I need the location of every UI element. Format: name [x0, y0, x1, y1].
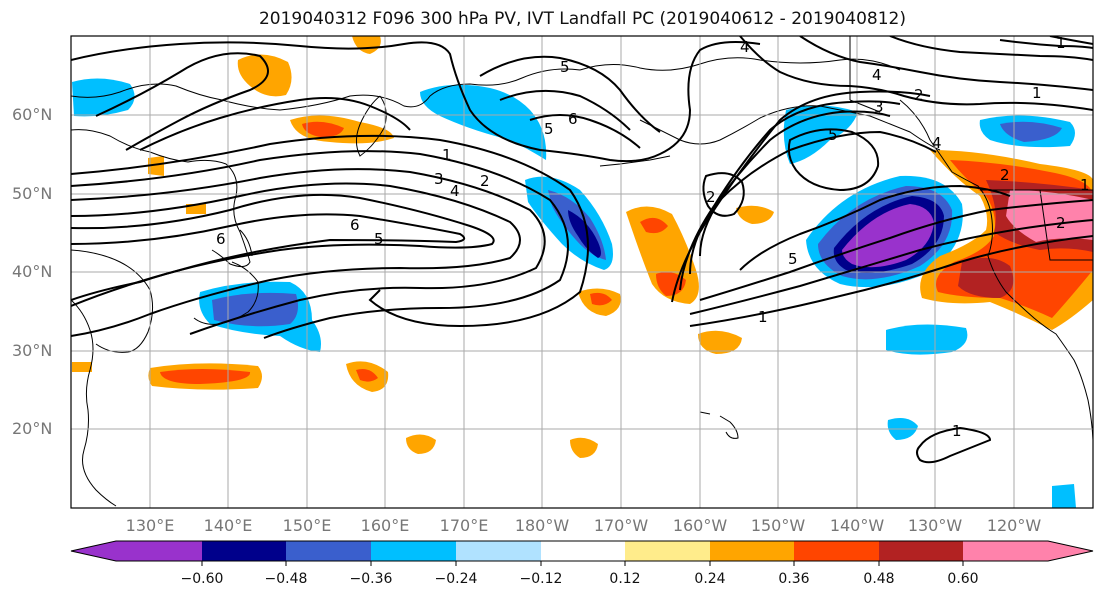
colorbar-swatch [202, 541, 286, 561]
contour-label: 5 [544, 120, 554, 138]
contour-label: 1 [1080, 176, 1090, 194]
lon-label: 180°W [514, 516, 570, 535]
contour-label: 2 [706, 188, 716, 206]
colorbar-swatch [963, 541, 1048, 561]
contour-label: 2 [1000, 166, 1010, 184]
contour-label: 3 [434, 170, 444, 188]
negative-anomaly-region [212, 292, 298, 327]
colorbar-extend-left [71, 541, 116, 561]
positive-anomaly-region [590, 292, 612, 306]
contour-label: 4 [932, 134, 942, 152]
lon-label: 150°E [282, 516, 332, 535]
lon-label: 130°E [125, 516, 175, 535]
lon-label: 150°W [750, 516, 806, 535]
positive-anomaly-region [356, 369, 378, 382]
colorbar-tick-label: −0.36 [349, 571, 393, 587]
colorbar-swatch [371, 541, 456, 561]
colorbar-tick-label: 0.36 [778, 571, 810, 587]
contour-label: 1 [1056, 34, 1066, 52]
coastlines [71, 36, 1093, 507]
contour-label: 2 [914, 86, 924, 104]
lon-label: 170°E [439, 516, 489, 535]
colorbar-tick-label: −0.12 [519, 571, 563, 587]
contour-label: 2 [1056, 214, 1066, 232]
lat-label: 20°N [12, 419, 53, 438]
contour-label: 3 [874, 98, 884, 116]
lat-label: 60°N [12, 105, 53, 124]
positive-anomaly-region [570, 437, 598, 458]
contour-label: 5 [828, 126, 838, 144]
contour-label: 1 [758, 308, 768, 326]
map-title: 2019040312 F096 300 hPa PV, IVT Landfall… [258, 9, 906, 29]
contour-label: 6 [568, 110, 578, 128]
lon-label: 130°W [907, 516, 963, 535]
contour-label: 6 [350, 216, 360, 234]
colorbar-swatch [625, 541, 710, 561]
colorbar-swatch [879, 541, 963, 561]
map-frame [70, 35, 1094, 509]
negative-anomaly-region [420, 84, 547, 160]
map-plot-area: 1 2 3 4 5 6 5 4 2 1 2 3 5 5 1 1 2 1 4 6 … [71, 34, 1093, 508]
positive-anomaly-region [237, 54, 292, 97]
lat-label: 30°N [12, 341, 53, 360]
pv-anomaly-shading [72, 36, 1093, 508]
positive-anomaly-region [406, 434, 436, 454]
colorbar [70, 540, 1094, 566]
colorbar-swatch [541, 541, 625, 561]
negative-anomaly-region [1000, 121, 1062, 142]
contour-label: 1 [952, 422, 962, 440]
lon-label: 120°W [986, 516, 1042, 535]
contour-label: 5 [374, 230, 384, 248]
positive-anomaly-region [302, 121, 344, 138]
lat-label: 40°N [12, 262, 53, 281]
colorbar-tick-label: 0.60 [947, 571, 979, 587]
colorbar-tick-label: −0.48 [264, 571, 308, 587]
colorbar-swatch [456, 541, 541, 561]
contour-label: 6 [216, 230, 226, 248]
colorbar-tick-label: 0.12 [609, 571, 641, 587]
positive-anomaly-region [698, 330, 742, 354]
contour-label: 5 [560, 58, 570, 76]
positive-anomaly-region [640, 217, 668, 234]
colorbar-tick-label: 0.48 [863, 571, 895, 587]
positive-anomaly-region [148, 156, 164, 176]
colorbar-tick-label: 0.24 [694, 571, 726, 587]
negative-anomaly-region [72, 78, 135, 117]
colorbar-swatch [794, 541, 879, 561]
positive-anomaly-region [1006, 190, 1093, 242]
contour-label: 2 [480, 172, 490, 190]
lon-label: 140°E [203, 516, 253, 535]
positive-anomaly-region [72, 362, 92, 372]
negative-anomaly-region [842, 204, 934, 268]
contour-label: 5 [788, 250, 798, 268]
colorbar-extend-right [1048, 541, 1093, 561]
ivt-contours [71, 36, 1093, 464]
negative-anomaly-region [1052, 484, 1076, 508]
lon-label: 140°W [829, 516, 885, 535]
colorbar-swatch [710, 541, 794, 561]
negative-anomaly-region [886, 324, 968, 355]
colorbar-tick-label: −0.60 [180, 571, 224, 587]
contour-label: 1 [1032, 84, 1042, 102]
positive-anomaly-region [736, 205, 774, 224]
contour-label: 4 [450, 182, 460, 200]
contour-label: 1 [442, 146, 452, 164]
lon-label: 170°W [593, 516, 649, 535]
positive-anomaly-region [352, 36, 381, 54]
contour-label: 4 [740, 38, 750, 56]
colorbar-outline [70, 540, 1094, 562]
lon-label: 160°E [360, 516, 410, 535]
lat-label: 50°N [12, 184, 53, 203]
positive-anomaly-region [958, 257, 1014, 298]
contour-labels: 1 2 3 4 5 6 5 4 2 1 2 3 5 5 1 1 2 1 4 6 … [216, 34, 1090, 440]
colorbar-swatch [116, 541, 202, 561]
contour-label: 4 [872, 66, 882, 84]
negative-anomaly-region [568, 210, 601, 258]
graticule [71, 36, 1093, 508]
colorbar-tick-label: −0.24 [434, 571, 478, 587]
lon-label: 160°W [672, 516, 728, 535]
colorbar-swatch [286, 541, 371, 561]
